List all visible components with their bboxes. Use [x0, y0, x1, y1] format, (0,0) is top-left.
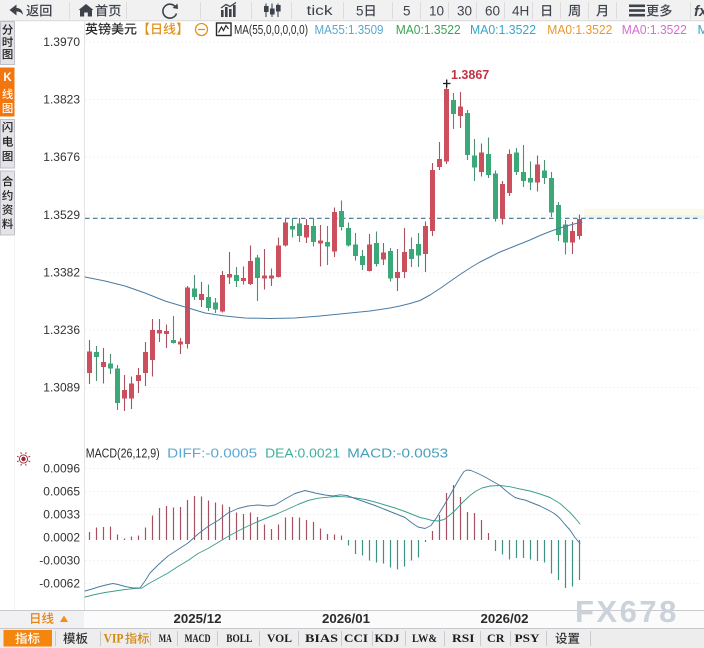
svg-text:1.3089: 1.3089 — [43, 381, 80, 395]
svg-text:60: 60 — [485, 4, 500, 19]
svg-text:K: K — [3, 72, 12, 84]
svg-text:LW&: LW& — [412, 631, 437, 645]
svg-text:MA(55,0,0,0,0,0): MA(55,0,0,0,0,0) — [234, 22, 308, 37]
svg-text:MA0:1.3522: MA0:1.3522 — [396, 22, 461, 37]
svg-text:MA0:1.3522: MA0:1.3522 — [470, 22, 536, 37]
svg-text:1.3382: 1.3382 — [43, 266, 80, 280]
svg-text:0.0033: 0.0033 — [43, 508, 80, 522]
svg-text:MA0:1.3522: MA0:1.3522 — [622, 22, 687, 37]
svg-text:0.0002: 0.0002 — [43, 531, 80, 545]
svg-text:MACD:-0.0053: MACD:-0.0053 — [347, 446, 448, 461]
svg-text:-0.0030: -0.0030 — [39, 554, 80, 568]
svg-text:2026/01: 2026/01 — [322, 612, 370, 626]
svg-text:VOL: VOL — [267, 631, 292, 645]
svg-text:0.0096: 0.0096 — [43, 462, 80, 476]
svg-text:MA: MA — [159, 631, 172, 645]
svg-text:1.3970: 1.3970 — [43, 35, 80, 49]
svg-text:BIAS: BIAS — [305, 631, 338, 645]
svg-text:MACD(26,12,9): MACD(26,12,9) — [86, 446, 160, 461]
svg-text:2025/12: 2025/12 — [174, 612, 222, 626]
svg-text:-0.0062: -0.0062 — [39, 577, 80, 591]
svg-text:1.3529: 1.3529 — [43, 208, 80, 222]
svg-text:1.3676: 1.3676 — [43, 150, 80, 164]
svg-text:fx: fx — [694, 3, 704, 20]
svg-text:MA0:1.3522: MA0:1.3522 — [547, 22, 612, 37]
svg-text:MA55:1.3509: MA55:1.3509 — [315, 22, 384, 37]
svg-text:FX678: FX678 — [575, 594, 679, 629]
svg-text:1.3867: 1.3867 — [451, 68, 489, 82]
svg-text:MA: MA — [698, 22, 704, 37]
svg-text:5: 5 — [356, 4, 364, 19]
svg-text:1.3236: 1.3236 — [43, 323, 80, 337]
svg-text:DIFF:-0.0005: DIFF:-0.0005 — [167, 446, 257, 461]
svg-text:tick: tick — [307, 3, 333, 18]
svg-text:BOLL: BOLL — [226, 631, 252, 645]
svg-text:PSY: PSY — [515, 631, 540, 645]
svg-text:RSI: RSI — [452, 631, 475, 645]
svg-text:MACD: MACD — [185, 631, 211, 645]
svg-text:DEA:0.0021: DEA:0.0021 — [265, 446, 340, 461]
svg-text:1.3823: 1.3823 — [43, 93, 80, 107]
svg-text:10: 10 — [429, 4, 444, 19]
svg-text:2026/02: 2026/02 — [481, 612, 529, 626]
svg-text:VIP: VIP — [104, 632, 124, 646]
svg-text:0.0065: 0.0065 — [43, 485, 80, 499]
svg-text:4H: 4H — [512, 4, 529, 19]
svg-text:CCI: CCI — [344, 631, 368, 645]
svg-text:KDJ: KDJ — [375, 631, 400, 645]
svg-text:5: 5 — [403, 4, 411, 19]
svg-text:CR: CR — [487, 631, 505, 645]
svg-text:30: 30 — [457, 4, 472, 19]
